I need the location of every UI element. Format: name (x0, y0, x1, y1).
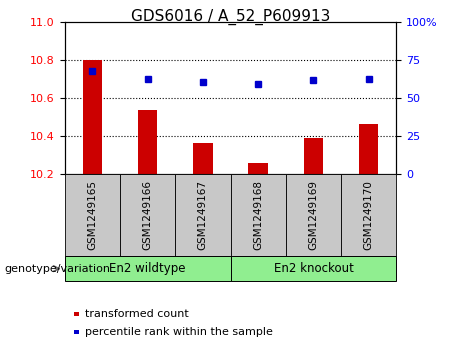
Text: GSM1249167: GSM1249167 (198, 180, 208, 250)
Text: GSM1249169: GSM1249169 (308, 180, 319, 250)
Text: GSM1249166: GSM1249166 (142, 180, 153, 250)
Text: genotype/variation: genotype/variation (5, 264, 111, 274)
Bar (120, 174, 175, 256)
Text: transformed count: transformed count (85, 309, 189, 319)
Bar (74, 312, 79, 316)
Text: GSM1249165: GSM1249165 (87, 180, 97, 250)
Bar (138, 110, 157, 174)
Bar (359, 124, 378, 174)
Bar (65, 256, 230, 281)
Bar (65, 174, 120, 256)
Text: GSM1249170: GSM1249170 (364, 180, 374, 250)
Bar (83, 60, 102, 174)
Bar (304, 138, 323, 174)
Bar (286, 174, 341, 256)
Text: GDS6016 / A_52_P609913: GDS6016 / A_52_P609913 (131, 9, 330, 25)
Bar (341, 174, 396, 256)
Text: En2 wildtype: En2 wildtype (109, 262, 186, 275)
Bar (248, 163, 268, 174)
Bar (74, 330, 79, 334)
Bar (175, 174, 230, 256)
Text: En2 knockout: En2 knockout (273, 262, 354, 275)
Text: percentile rank within the sample: percentile rank within the sample (85, 327, 273, 337)
Bar (230, 174, 286, 256)
Text: GSM1249168: GSM1249168 (253, 180, 263, 250)
Bar (193, 143, 213, 174)
Bar (230, 256, 396, 281)
